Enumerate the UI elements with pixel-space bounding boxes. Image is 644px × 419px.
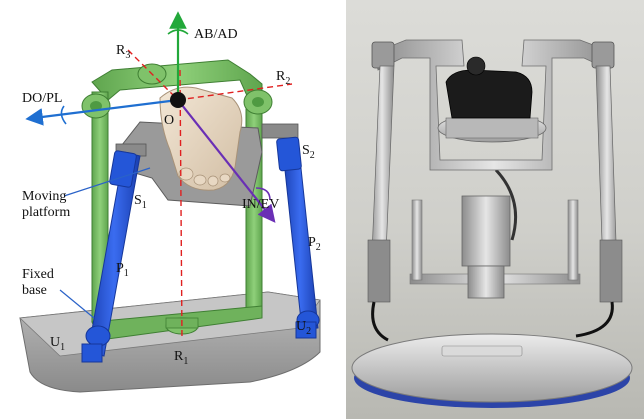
origin-point (170, 92, 186, 108)
rotation-axes (127, 49, 293, 341)
label-s1: S1 (134, 193, 147, 211)
photo-upper-frame (371, 39, 615, 171)
label-moving-platform-2: platform (22, 205, 70, 220)
label-p2: P2 (308, 235, 321, 253)
callout-lines (59, 167, 151, 319)
label-s2: S2 (302, 143, 315, 161)
label-r1: R1 (174, 349, 188, 367)
label-in-ev: IN/EV (242, 197, 279, 212)
label-origin: O (164, 113, 174, 128)
photo-base-disk (351, 333, 633, 408)
label-do-pl: DO/PL (22, 91, 62, 106)
label-ab-ad: AB/AD (194, 27, 238, 42)
label-r2: R2 (276, 69, 290, 87)
label-u2: U2 (296, 319, 311, 337)
label-p1: P1 (116, 261, 129, 279)
motion-axes (25, 11, 276, 223)
photo-foot-holder (437, 56, 547, 143)
photo-actuator-right (575, 65, 623, 338)
prototype-photo (346, 0, 644, 419)
label-r3: R3 (116, 43, 130, 61)
label-fixed-base-2: base (22, 283, 47, 298)
actuator-right (276, 136, 320, 339)
label-u1: U1 (50, 335, 65, 353)
cad-schematic: AB/AD DO/PL IN/EV O R3 R2 R1 S1 S2 P1 P2… (19, 11, 321, 393)
actuator-left (81, 150, 141, 363)
label-fixed-base-1: Fixed (22, 267, 54, 282)
photo-central-column (461, 168, 518, 299)
photo-actuator-left (367, 65, 395, 342)
label-moving-platform-1: Moving (22, 189, 66, 204)
